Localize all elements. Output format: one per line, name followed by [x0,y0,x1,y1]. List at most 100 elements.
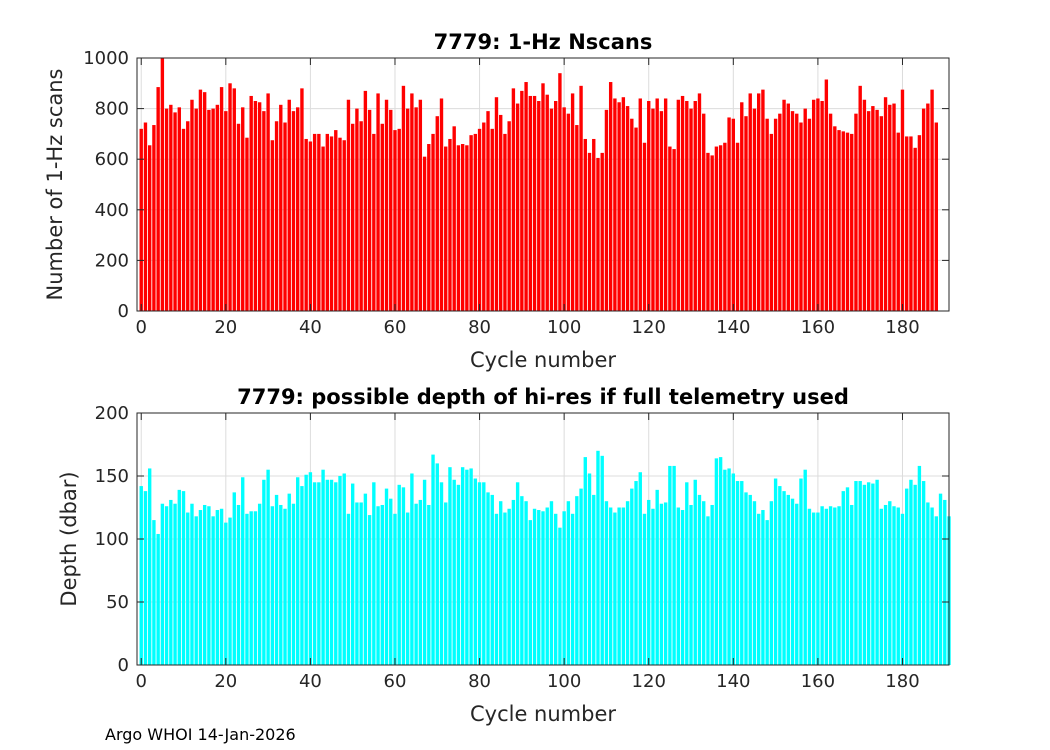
bar [418,99,423,312]
bar [342,140,346,311]
bar [630,488,634,665]
bar [655,489,659,665]
bar [312,482,317,665]
bar [181,128,186,311]
bar [156,87,160,311]
bar [152,520,156,665]
bar [562,511,566,665]
bar [207,506,211,665]
bar [900,513,905,665]
bar [317,133,321,311]
bar [291,503,296,665]
bar [938,493,943,665]
bar [837,130,841,311]
bar [600,152,604,311]
bar [672,149,676,311]
bar [287,493,291,665]
bar [909,479,913,665]
bar [532,95,537,311]
bar [219,87,224,311]
bar [448,467,452,665]
bar [439,98,444,311]
bar [579,85,583,311]
bar [875,109,879,312]
bar [600,455,604,665]
bar [625,501,630,665]
bar [528,520,533,665]
y-tick-label: 800 [95,99,129,120]
y-tick-label: 1000 [83,48,129,69]
bar [279,504,283,665]
bar [638,98,642,311]
x-tick-label: 120 [632,317,666,338]
bar [325,133,330,311]
bar [850,504,854,665]
bar [241,477,245,665]
bar [570,513,575,665]
bar [765,520,769,665]
bar [405,108,410,311]
bar [558,73,562,312]
x-tick-label: 100 [547,671,581,692]
y-tick-label: 50 [106,592,129,613]
bar [245,513,249,665]
bar [321,146,325,311]
bar [367,515,372,665]
bar [858,85,862,311]
bar [499,114,503,311]
y-tick-label: 0 [118,301,129,322]
bar [647,101,651,311]
bar [444,146,448,311]
bar [283,122,287,311]
bar [490,128,494,311]
bar [790,498,795,665]
bar [308,472,313,665]
bar [372,482,376,665]
x-tick-label: 80 [468,671,491,692]
bar [799,478,803,665]
bar [245,137,249,311]
bar [549,108,554,311]
bar [735,481,740,665]
bar [807,118,812,311]
bar [346,99,351,312]
bar [668,146,672,311]
bar [211,108,215,311]
bar [338,476,342,665]
bar [325,479,330,665]
bar [274,121,279,311]
bar [782,99,786,312]
bar [714,458,719,665]
bar [397,128,401,311]
bar [841,491,845,665]
bar [634,127,638,311]
bar [583,138,587,311]
bar [731,473,736,665]
bar [164,506,169,665]
bar [207,109,211,312]
bar [921,108,926,311]
bar [816,98,820,311]
bar [224,522,228,665]
bar [744,116,748,311]
x-tick-label: 140 [716,671,750,692]
bar [465,145,469,311]
bar [321,469,325,665]
bar [473,133,478,311]
bar [718,145,723,311]
bar [477,128,482,311]
bar [663,98,668,311]
bar [862,99,867,312]
bar [553,101,558,311]
bar [545,94,549,311]
bar [756,513,761,665]
bar [329,136,334,311]
bar [414,107,418,312]
bar [596,157,600,311]
bar [850,133,854,311]
bar [469,468,473,665]
bar [422,156,427,311]
bar [300,486,304,665]
bar [786,494,790,665]
bar [697,93,702,311]
